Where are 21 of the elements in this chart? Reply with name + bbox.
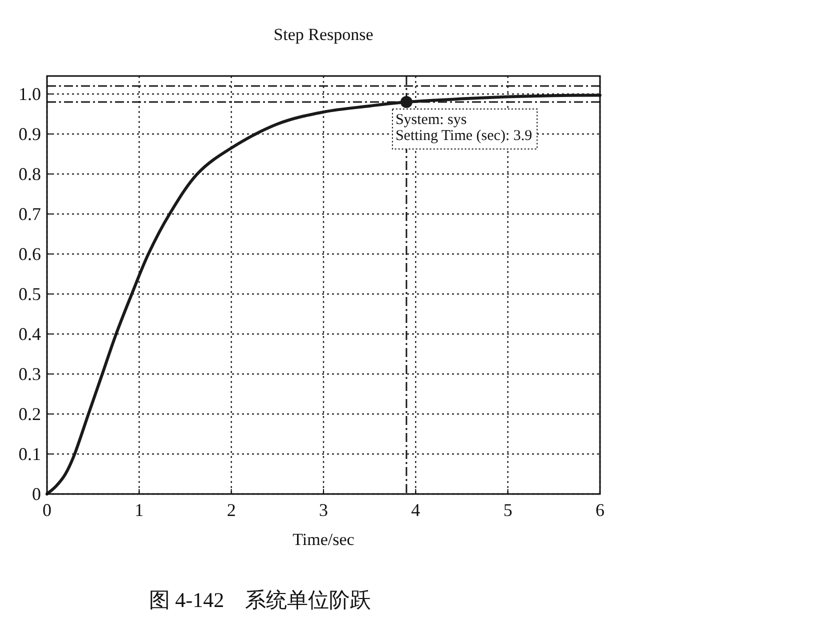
y-tick-label: 0.7	[18, 204, 41, 224]
y-tick-label: 0	[32, 484, 41, 504]
annotation: System: sys Setting Time (sec): 3.9	[395, 112, 532, 144]
x-tick-label: 2	[226, 500, 236, 520]
x-tick-label: 5	[503, 500, 512, 520]
y-tick-label: 0.5	[18, 284, 41, 304]
y-tick-label: 0.4	[18, 324, 41, 344]
x-tick-label: 6	[596, 500, 604, 520]
y-tick-label: 0.3	[18, 364, 41, 384]
y-tick-label: 0.9	[18, 124, 41, 144]
caption: 图 4-142 系统单位阶跃	[148, 588, 372, 612]
x-tick-label: 4	[411, 500, 420, 520]
x-axis-title: Time/sec	[292, 530, 355, 549]
x-tick-label: 3	[319, 500, 328, 520]
y-tick-label: 0.2	[18, 404, 41, 424]
x-tick-label: 1	[134, 500, 144, 520]
y-tick-label: 1.0	[18, 84, 41, 104]
y-tick-label: 0.1	[18, 444, 41, 464]
chart-title: Step Response	[274, 25, 374, 44]
y-tick-label: 0.8	[18, 164, 41, 184]
y-tick-label: 0.6	[18, 244, 41, 264]
